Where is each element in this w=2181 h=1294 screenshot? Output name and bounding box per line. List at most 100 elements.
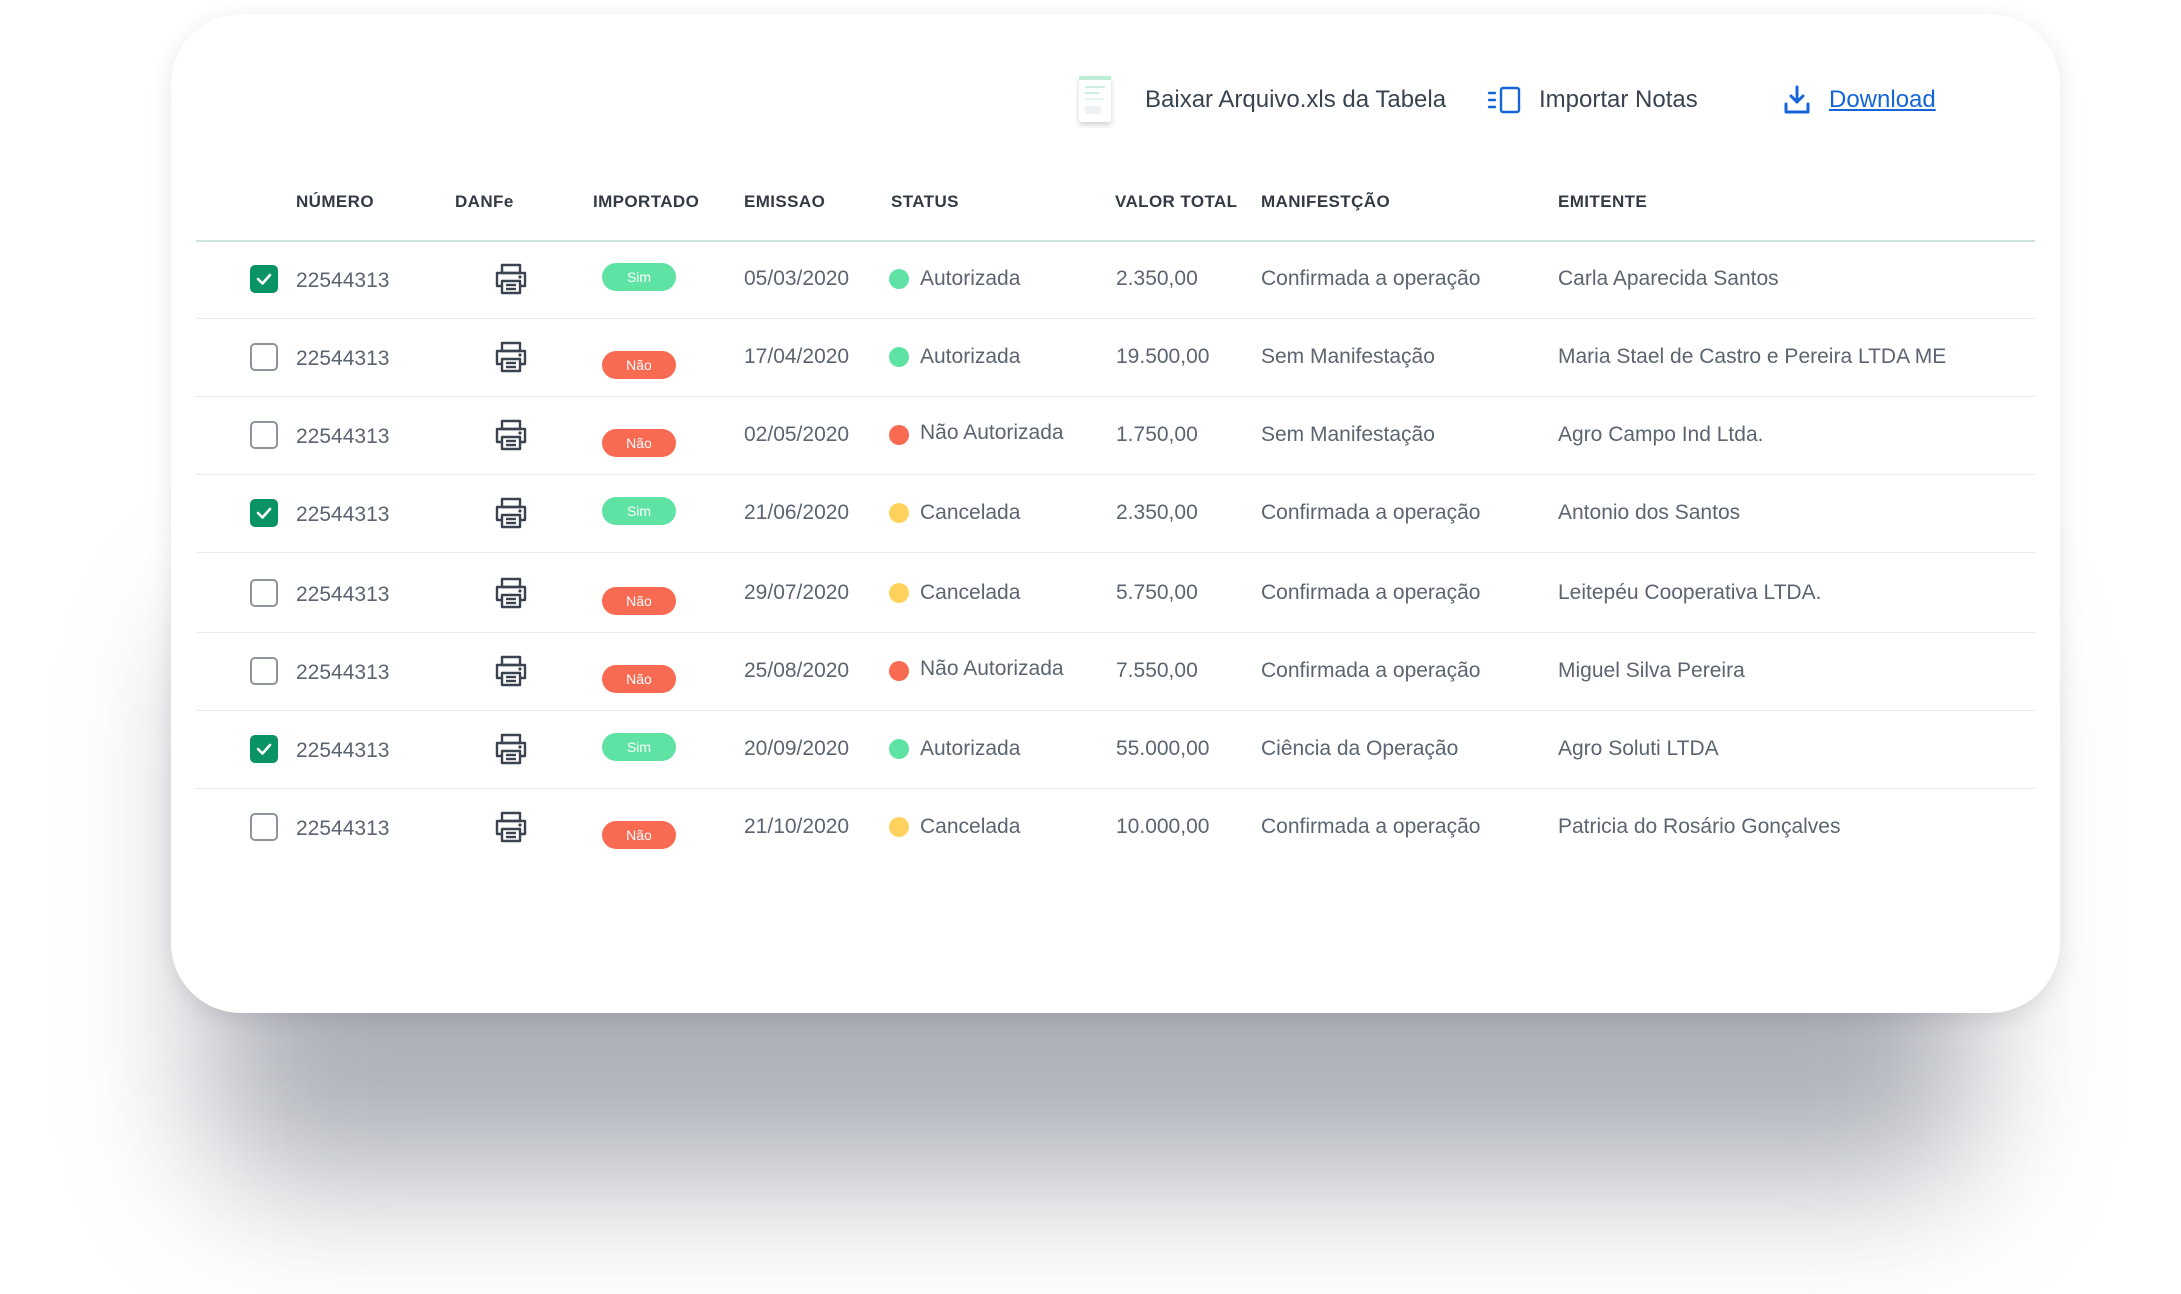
importado-badge: Sim bbox=[602, 497, 676, 525]
table-row: 22544313 Não 25/08/2020 Não Autorizada 7.550… bbox=[196, 632, 2035, 711]
table-row: 22544313 Sim 20/09/2020 Autorizada 55.000,00… bbox=[196, 710, 2035, 789]
manifestacao-cell: Confirmada a operação bbox=[1261, 815, 1481, 838]
status-dot bbox=[889, 817, 909, 837]
import-list-icon bbox=[1487, 86, 1521, 114]
download-xls-label: Baixar Arquivo.xls da Tabela bbox=[1145, 86, 1447, 113]
status-dot bbox=[889, 269, 909, 289]
row-checkbox[interactable] bbox=[250, 813, 278, 841]
valor-cell: 19.500,00 bbox=[1116, 345, 1210, 368]
emissao-cell: 02/05/2020 bbox=[744, 423, 850, 446]
printer-icon[interactable] bbox=[493, 263, 529, 295]
printer-icon[interactable] bbox=[493, 341, 529, 373]
emitente-cell: Agro Campo Ind Ltda. bbox=[1558, 423, 1764, 446]
row-checkbox[interactable] bbox=[250, 421, 278, 449]
importado-badge: Não bbox=[602, 429, 676, 457]
manifestacao-cell: Confirmada a operação bbox=[1261, 659, 1481, 682]
table-row: 22544313 Não 02/05/2020 Não Autorizada 1.750… bbox=[196, 396, 2035, 475]
status-cell: Autorizada bbox=[920, 737, 1021, 760]
valor-cell: 2.350,00 bbox=[1116, 267, 1198, 290]
numero-cell: 22544313 bbox=[296, 583, 390, 606]
numero-cell: 22544313 bbox=[296, 503, 390, 526]
printer-icon[interactable] bbox=[493, 811, 529, 843]
printer-icon[interactable] bbox=[493, 419, 529, 451]
emissao-cell: 21/06/2020 bbox=[744, 501, 850, 524]
status-dot bbox=[889, 583, 909, 603]
status-dot bbox=[889, 503, 909, 523]
importado-badge: Sim bbox=[602, 733, 676, 761]
manifestacao-cell: Confirmada a operação bbox=[1261, 581, 1481, 604]
column-header-numero: NÚMERO bbox=[296, 192, 374, 211]
column-header-importado: IMPORTADO bbox=[593, 192, 700, 211]
column-header-valor-total: VALOR TOTAL bbox=[1115, 192, 1238, 211]
table-row: 22544313 Sim 05/03/2020 Autorizada 2.350,00 C… bbox=[196, 240, 2035, 319]
manifestacao-cell: Confirmada a operação bbox=[1261, 501, 1481, 524]
status-dot bbox=[889, 347, 909, 367]
download-xls-button[interactable]: Baixar Arquivo.xls da Tabela bbox=[1075, 70, 1446, 130]
table-row: 22544313 Não 17/04/2020 Autorizada 19.500,00… bbox=[196, 318, 2035, 397]
emissao-cell: 25/08/2020 bbox=[744, 659, 850, 682]
emitente-cell: Carla Aparecida Santos bbox=[1558, 267, 1779, 290]
download-link[interactable]: Download bbox=[1783, 70, 1936, 130]
emitente-cell: Antonio dos Santos bbox=[1558, 501, 1741, 524]
download-icon bbox=[1784, 85, 1810, 114]
numero-cell: 22544313 bbox=[296, 817, 390, 840]
emitente-cell: Miguel Silva Pereira bbox=[1558, 659, 1745, 682]
importado-badge: Não bbox=[602, 587, 676, 615]
status-cell: Autorizada bbox=[920, 345, 1021, 368]
emissao-cell: 05/03/2020 bbox=[744, 267, 850, 290]
emissao-cell: 21/10/2020 bbox=[744, 815, 850, 838]
printer-icon[interactable] bbox=[493, 497, 529, 529]
table-header: NÚMERO DANFe IMPORTADO EMISSAO STATUS VA… bbox=[196, 172, 2035, 242]
table-row: 22544313 Sim 21/06/2020 Cancelada 2.350,00 Co… bbox=[196, 474, 2035, 553]
status-cell: Cancelada bbox=[920, 501, 1021, 524]
valor-cell: 2.350,00 bbox=[1116, 501, 1198, 524]
column-header-status: STATUS bbox=[891, 192, 959, 211]
status-cell: Cancelada bbox=[920, 815, 1021, 838]
table-row: 22544313 Não 29/07/2020 Cancelada 5.750,00 Co… bbox=[196, 554, 2035, 633]
status-dot bbox=[889, 425, 909, 445]
row-checkbox[interactable] bbox=[250, 265, 278, 293]
spreadsheet-file-icon bbox=[1079, 76, 1111, 122]
status-dot bbox=[889, 661, 909, 681]
printer-icon[interactable] bbox=[493, 577, 529, 609]
numero-cell: 22544313 bbox=[296, 661, 390, 684]
emissao-cell: 17/04/2020 bbox=[744, 345, 850, 368]
manifestacao-cell: Sem Manifestação bbox=[1261, 423, 1435, 446]
importado-badge: Não bbox=[602, 821, 676, 849]
import-notes-button[interactable]: Importar Notas bbox=[1487, 70, 1698, 130]
row-checkbox[interactable] bbox=[250, 735, 278, 763]
emitente-cell: Agro Soluti LTDA bbox=[1558, 737, 1719, 760]
numero-cell: 22544313 bbox=[296, 739, 390, 762]
importado-badge: Sim bbox=[602, 263, 676, 291]
printer-icon[interactable] bbox=[493, 733, 529, 765]
manifestacao-cell: Sem Manifestação bbox=[1261, 345, 1435, 368]
status-cell: Não Autorizada bbox=[920, 657, 1064, 680]
emitente-cell: Leitepéu Cooperativa LTDA. bbox=[1558, 581, 1822, 604]
status-cell: Não Autorizada bbox=[920, 421, 1064, 444]
status-cell: Autorizada bbox=[920, 267, 1021, 290]
valor-cell: 1.750,00 bbox=[1116, 423, 1198, 446]
table-row: 22544313 Não 21/10/2020 Cancelada 10.000,00 C… bbox=[196, 788, 2035, 866]
valor-cell: 7.550,00 bbox=[1116, 659, 1198, 682]
valor-cell: 55.000,00 bbox=[1116, 737, 1210, 760]
status-dot bbox=[889, 739, 909, 759]
valor-cell: 10.000,00 bbox=[1116, 815, 1210, 838]
emitente-cell: Maria Stael de Castro e Pereira LTDA ME bbox=[1558, 345, 1947, 368]
printer-icon[interactable] bbox=[493, 655, 529, 687]
toolbar: Baixar Arquivo.xls da Tabela Importar No… bbox=[171, 70, 2060, 130]
numero-cell: 22544313 bbox=[296, 269, 390, 292]
row-checkbox[interactable] bbox=[250, 499, 278, 527]
column-header-manifestacao: MANIFESTÇÃO bbox=[1261, 192, 1391, 211]
row-checkbox[interactable] bbox=[250, 657, 278, 685]
invoice-table-card: Baixar Arquivo.xls da Tabela Importar No… bbox=[171, 14, 2060, 1013]
import-notes-label: Importar Notas bbox=[1539, 86, 1698, 113]
importado-badge: Não bbox=[602, 351, 676, 379]
manifestacao-cell: Confirmada a operação bbox=[1261, 267, 1481, 290]
row-checkbox[interactable] bbox=[250, 343, 278, 371]
manifestacao-cell: Ciência da Operação bbox=[1261, 737, 1459, 760]
column-header-emitente: EMITENTE bbox=[1558, 192, 1648, 211]
emitente-cell: Patricia do Rosário Gonçalves bbox=[1558, 815, 1841, 838]
importado-badge: Não bbox=[602, 665, 676, 693]
status-cell: Cancelada bbox=[920, 581, 1021, 604]
row-checkbox[interactable] bbox=[250, 579, 278, 607]
